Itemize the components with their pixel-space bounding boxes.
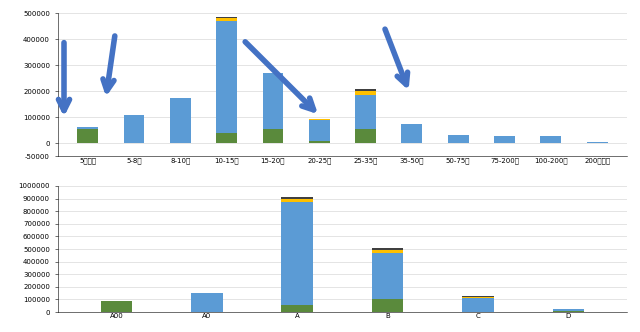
Bar xyxy=(282,197,313,199)
Bar xyxy=(262,73,284,129)
Legend: 纯电动, 汽油, 汽油/HEV, 汽油/PHEV: 纯电动, 汽油, 汽油/HEV, 汽油/PHEV xyxy=(276,190,409,203)
Bar xyxy=(552,309,584,311)
Bar xyxy=(448,135,468,143)
Bar xyxy=(372,250,403,253)
Bar xyxy=(191,292,223,312)
Bar xyxy=(77,127,98,129)
Bar xyxy=(262,129,284,143)
Bar xyxy=(372,253,403,299)
Bar xyxy=(372,248,403,250)
Bar xyxy=(462,297,494,312)
Bar xyxy=(552,311,584,312)
Bar xyxy=(587,142,607,143)
Bar xyxy=(494,136,515,143)
Bar xyxy=(355,95,376,129)
Bar xyxy=(372,299,403,312)
Bar xyxy=(216,19,237,21)
Bar xyxy=(462,296,494,297)
Bar xyxy=(309,119,330,120)
Bar xyxy=(540,136,561,143)
Bar xyxy=(282,202,313,305)
Bar xyxy=(170,98,191,143)
Bar xyxy=(124,115,145,143)
Bar xyxy=(355,129,376,143)
Bar xyxy=(100,301,132,312)
Bar xyxy=(282,305,313,312)
Bar xyxy=(309,120,330,141)
Bar xyxy=(216,133,237,143)
Bar xyxy=(282,199,313,202)
Bar xyxy=(355,91,376,95)
Bar xyxy=(401,124,422,143)
Bar xyxy=(77,129,98,143)
Bar xyxy=(216,17,237,19)
Bar xyxy=(309,141,330,143)
Bar xyxy=(355,89,376,91)
Bar xyxy=(216,21,237,133)
